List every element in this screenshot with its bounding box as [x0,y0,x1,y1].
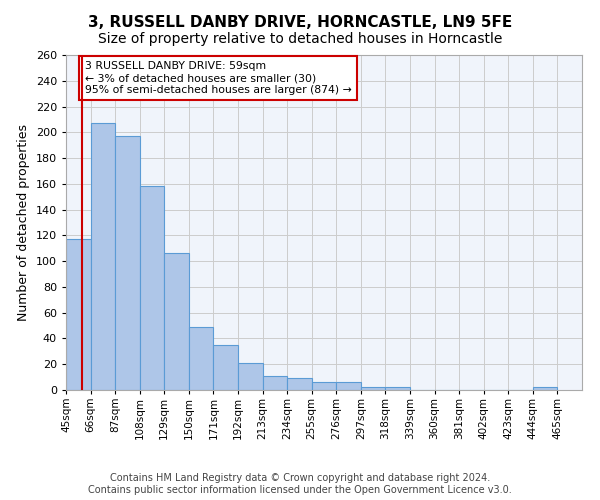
Bar [164,254,189,390]
Bar [214,345,238,390]
Bar [361,388,385,390]
Bar [91,124,115,390]
Bar [533,388,557,390]
Y-axis label: Number of detached properties: Number of detached properties [17,124,30,321]
Bar [66,240,91,390]
Text: 3 RUSSELL DANBY DRIVE: 59sqm
← 3% of detached houses are smaller (30)
95% of sem: 3 RUSSELL DANBY DRIVE: 59sqm ← 3% of det… [85,62,352,94]
Bar [115,136,140,390]
Bar [238,363,263,390]
Text: Size of property relative to detached houses in Horncastle: Size of property relative to detached ho… [98,32,502,46]
Bar [140,186,164,390]
Bar [287,378,312,390]
Text: Contains HM Land Registry data © Crown copyright and database right 2024.
Contai: Contains HM Land Registry data © Crown c… [88,474,512,495]
Bar [263,376,287,390]
Text: 3, RUSSELL DANBY DRIVE, HORNCASTLE, LN9 5FE: 3, RUSSELL DANBY DRIVE, HORNCASTLE, LN9 … [88,15,512,30]
Bar [312,382,336,390]
Bar [385,388,410,390]
Bar [336,382,361,390]
Bar [189,327,214,390]
